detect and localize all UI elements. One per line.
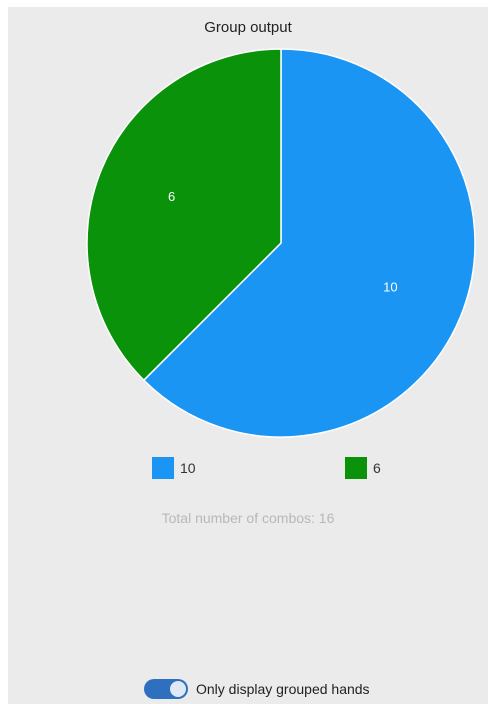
pie-data-label-6: 6 [168, 189, 175, 204]
chart-title: Group output [204, 19, 292, 36]
legend-swatch-10 [152, 457, 174, 479]
legend-label-10: 10 [180, 460, 196, 476]
total-combos-text: Total number of combos: 16 [161, 510, 335, 526]
legend-label-6: 6 [373, 460, 381, 476]
pie-slice-10[interactable] [142, 48, 476, 438]
legend: 10 6 [8, 456, 488, 480]
toggle-knob [170, 681, 186, 697]
toggle-label: Only display grouped hands [196, 681, 370, 697]
legend-swatch-6 [345, 457, 367, 479]
pie-data-label-10: 10 [383, 280, 397, 295]
grouped-hands-toggle[interactable] [144, 679, 188, 699]
chart-panel: Group output 10 6 10 6 Total number of co… [8, 7, 488, 704]
pie-chart: 10 6 [86, 48, 476, 438]
grouped-hands-toggle-row[interactable]: Only display grouped hands [144, 677, 370, 701]
legend-item-6[interactable]: 6 [345, 456, 381, 480]
pie-slice-6[interactable] [86, 48, 282, 382]
legend-item-10[interactable]: 10 [152, 456, 196, 480]
